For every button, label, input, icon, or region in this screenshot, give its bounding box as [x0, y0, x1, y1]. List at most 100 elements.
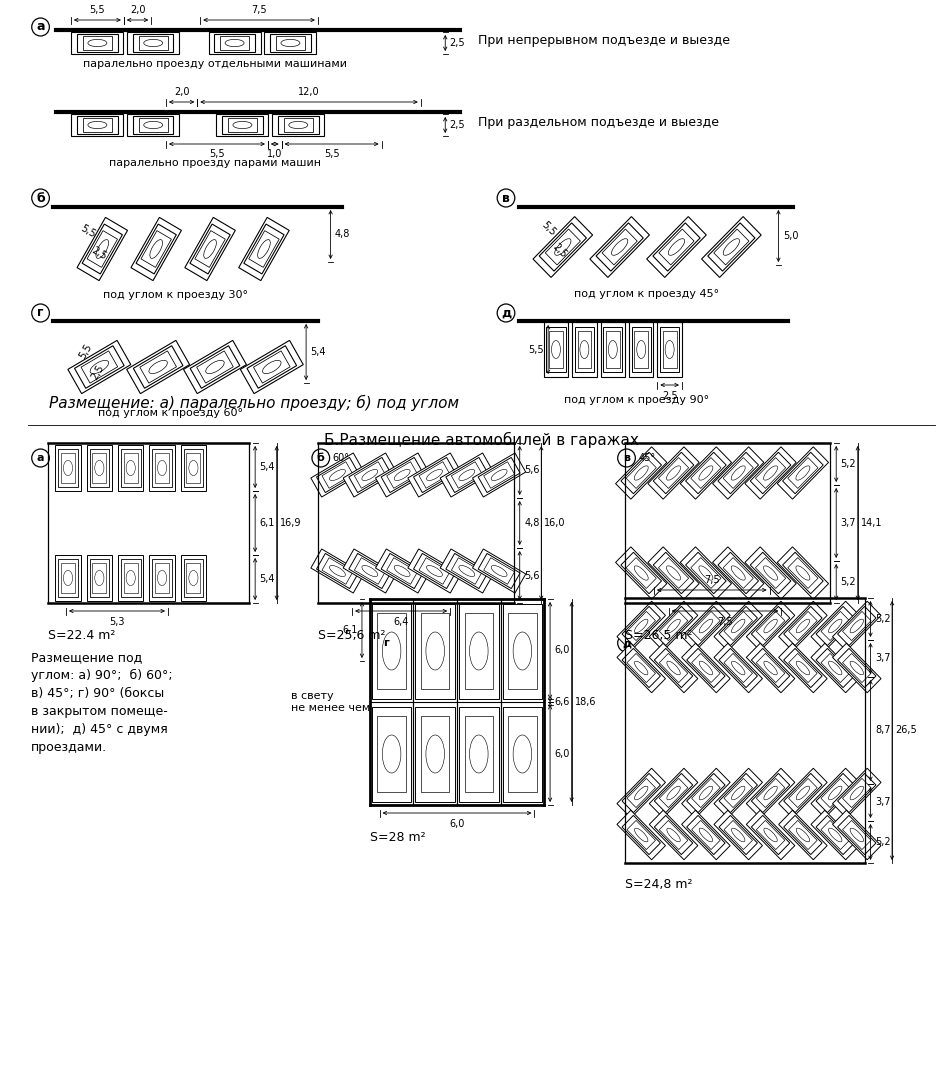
Polygon shape: [718, 453, 759, 494]
Polygon shape: [59, 559, 77, 597]
Text: Размещение под
углом: а) 90°;  б) 60°;
в) 45°; г) 90° (боксы
в закрытом помеще-
: Размещение под углом: а) 90°; б) 60°; в)…: [31, 651, 173, 754]
Text: под углом к проезду 45°: под углом к проезду 45°: [574, 289, 718, 299]
Bar: [118, 554, 143, 601]
Bar: [149, 554, 175, 601]
Polygon shape: [685, 453, 726, 494]
Polygon shape: [682, 768, 730, 818]
Polygon shape: [622, 649, 661, 688]
Polygon shape: [685, 552, 726, 593]
Polygon shape: [816, 815, 854, 854]
Polygon shape: [833, 768, 881, 818]
Polygon shape: [214, 34, 255, 52]
Text: S=24,8 m²: S=24,8 m²: [625, 878, 692, 891]
Text: 1,0: 1,0: [267, 149, 282, 159]
Polygon shape: [811, 768, 859, 818]
Polygon shape: [372, 603, 412, 699]
Text: 16,9: 16,9: [279, 518, 301, 529]
Polygon shape: [632, 327, 650, 373]
Polygon shape: [779, 601, 827, 651]
Polygon shape: [648, 447, 700, 499]
Polygon shape: [660, 327, 679, 373]
Polygon shape: [833, 810, 881, 860]
Polygon shape: [459, 706, 498, 801]
Polygon shape: [714, 768, 763, 818]
Bar: [180, 554, 206, 601]
Polygon shape: [72, 114, 124, 136]
Polygon shape: [222, 116, 262, 134]
Text: 45°: 45°: [638, 453, 655, 464]
Bar: [56, 554, 81, 601]
Polygon shape: [547, 327, 565, 373]
Text: 16,0: 16,0: [544, 518, 565, 529]
Polygon shape: [708, 223, 755, 271]
Bar: [56, 445, 81, 491]
Text: 5,5: 5,5: [90, 5, 105, 15]
Polygon shape: [816, 649, 854, 688]
Polygon shape: [575, 327, 594, 373]
Text: в свету
не менее чем: в свету не менее чем: [292, 691, 371, 713]
Text: 2,5: 2,5: [662, 391, 678, 401]
Polygon shape: [133, 345, 183, 388]
Polygon shape: [654, 606, 693, 645]
Polygon shape: [190, 224, 230, 274]
Polygon shape: [701, 217, 761, 277]
Polygon shape: [344, 453, 396, 497]
Polygon shape: [131, 218, 181, 280]
Polygon shape: [811, 810, 859, 860]
Text: 2,5: 2,5: [449, 120, 465, 130]
Polygon shape: [779, 768, 827, 818]
Text: 5,3: 5,3: [110, 616, 125, 626]
Polygon shape: [446, 553, 488, 588]
Text: г: г: [383, 638, 389, 648]
Polygon shape: [833, 643, 881, 693]
Polygon shape: [622, 606, 661, 645]
Bar: [149, 445, 175, 491]
Polygon shape: [837, 773, 876, 812]
Polygon shape: [311, 549, 364, 593]
Text: а: а: [37, 453, 44, 464]
Text: 2,5: 2,5: [449, 38, 465, 48]
Polygon shape: [264, 32, 316, 54]
Polygon shape: [311, 453, 364, 497]
Text: Размещение: а) паралельно проезду; б) под углом: Размещение: а) паралельно проезду; б) по…: [49, 395, 459, 412]
Polygon shape: [381, 553, 423, 588]
Polygon shape: [681, 447, 732, 499]
Text: 5,5: 5,5: [539, 220, 557, 238]
Text: 5,6: 5,6: [524, 571, 540, 580]
Polygon shape: [603, 327, 622, 373]
Polygon shape: [278, 116, 318, 134]
Polygon shape: [682, 643, 730, 693]
Text: 7,5: 7,5: [251, 5, 267, 15]
Polygon shape: [316, 457, 359, 493]
Polygon shape: [82, 224, 123, 274]
Polygon shape: [615, 547, 666, 599]
Text: S=28 m²: S=28 m²: [370, 831, 426, 844]
Text: При раздельном подъезде и выезде: При раздельном подъезде и выезде: [478, 116, 718, 129]
Text: S=22.4 m²: S=22.4 m²: [48, 629, 116, 642]
Polygon shape: [747, 810, 795, 860]
Polygon shape: [344, 549, 396, 593]
Polygon shape: [270, 34, 311, 52]
Polygon shape: [617, 768, 666, 818]
Text: 4,8: 4,8: [524, 518, 540, 529]
Bar: [87, 554, 112, 601]
Polygon shape: [681, 547, 732, 599]
Polygon shape: [90, 449, 110, 487]
Polygon shape: [121, 449, 141, 487]
Text: 3,7: 3,7: [875, 797, 890, 808]
Polygon shape: [376, 453, 429, 497]
Polygon shape: [72, 32, 124, 54]
Polygon shape: [479, 457, 520, 493]
Text: под углом к проезду 60°: под углом к проезду 60°: [98, 408, 244, 418]
Text: д: д: [501, 306, 511, 319]
Polygon shape: [714, 601, 763, 651]
Polygon shape: [621, 453, 662, 494]
Text: а: а: [36, 21, 44, 34]
Polygon shape: [719, 649, 757, 688]
Text: 2,5: 2,5: [90, 245, 109, 261]
Text: 5,4: 5,4: [260, 574, 275, 584]
Polygon shape: [133, 34, 174, 52]
Polygon shape: [719, 606, 757, 645]
Polygon shape: [190, 345, 240, 388]
Text: 5,0: 5,0: [783, 231, 799, 242]
